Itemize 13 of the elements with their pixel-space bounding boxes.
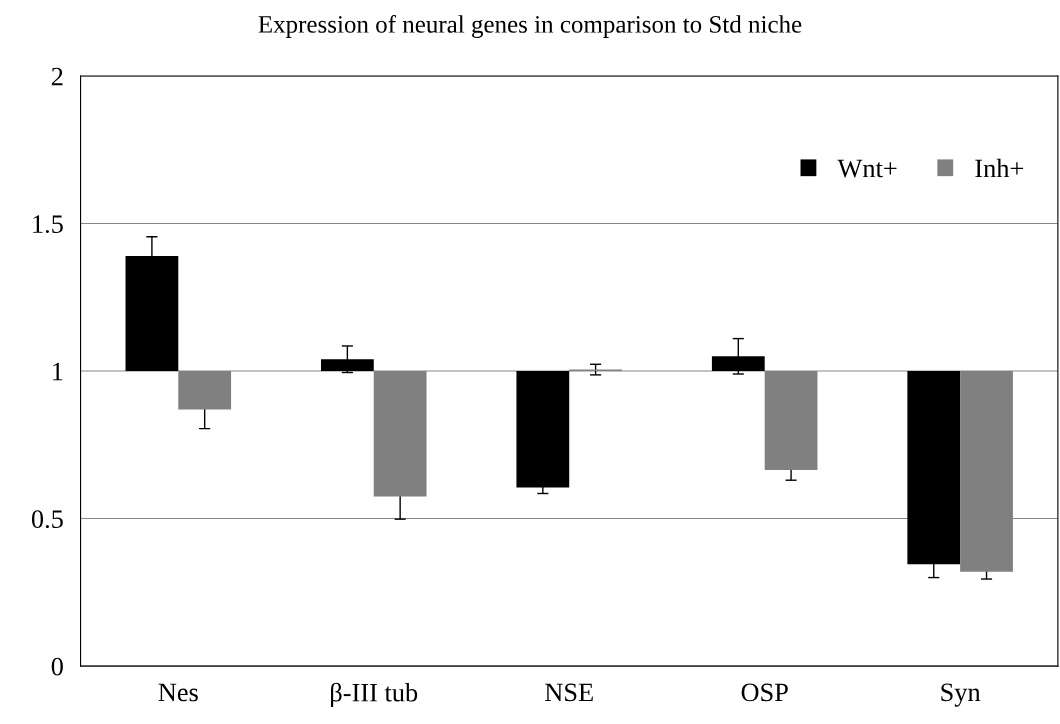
y-tick-label: 0.5 <box>31 510 63 529</box>
y-tick-label: 0 <box>51 657 63 676</box>
y-tick-label: 1 <box>53 362 63 381</box>
x-tick-label: OSP <box>741 683 788 702</box>
chart-title: Expression of neural genes in comparison to Std niche <box>258 14 802 38</box>
legend-label: Wnt+ <box>837 159 897 178</box>
x-tick-label: NSE <box>545 683 593 702</box>
legend-label: Inh+ <box>975 158 1024 178</box>
x-tick-label: β-III tub <box>331 682 418 707</box>
x-tick-label: Nes <box>158 683 198 702</box>
y-tick-label: 2 <box>51 67 63 86</box>
x-tick-label: Syn <box>941 683 981 707</box>
y-tick-label: 1.5 <box>33 215 63 234</box>
